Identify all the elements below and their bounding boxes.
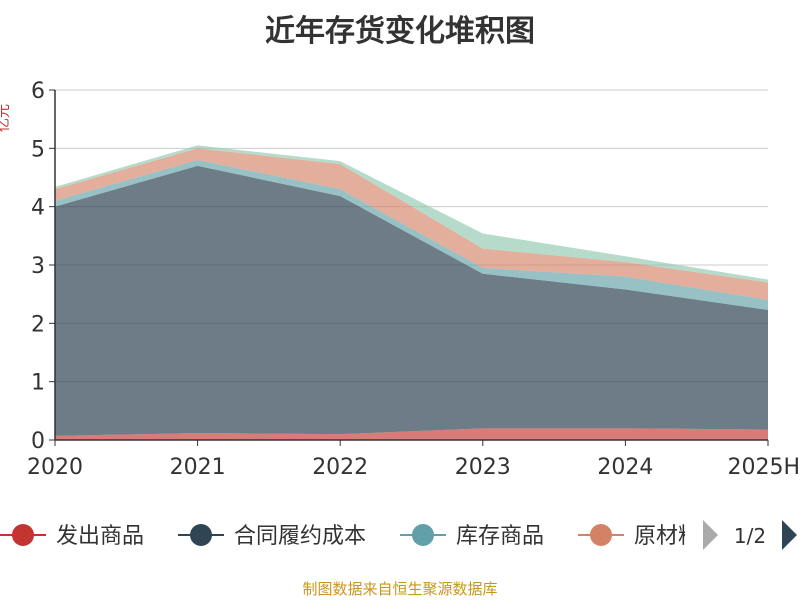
legend-page-indicator: 1/2: [734, 524, 766, 548]
x-tick-label: 2020: [27, 455, 83, 480]
legend-marker-icon: [590, 524, 612, 546]
next-page-icon[interactable]: [782, 520, 797, 550]
x-tick-label: 2024: [597, 455, 653, 480]
y-tick-label: 6: [31, 79, 45, 104]
legend-item[interactable]: 发出商品: [0, 524, 144, 549]
legend: 发出商品 合同履约成本 库存商品 原材料: [0, 524, 700, 549]
prev-page-icon[interactable]: [703, 520, 718, 550]
y-tick-label: 3: [31, 254, 45, 279]
x-tick-label: 2023: [455, 455, 511, 480]
legend-pager[interactable]: 1/2: [703, 520, 797, 550]
x-tick-label: 2022: [312, 455, 368, 480]
area-series-0: [55, 428, 768, 440]
area-series-2: [55, 160, 768, 310]
area-series-1: [55, 165, 768, 436]
y-axis-label: 亿元: [0, 104, 12, 132]
legend-marker-icon: [190, 524, 212, 546]
y-tick-label: 4: [31, 196, 45, 221]
legend-label: 合同履约成本: [234, 524, 366, 549]
stacked-areas: [54, 145, 769, 440]
area-series-3: [55, 148, 768, 300]
legend-item[interactable]: 合同履约成本: [178, 524, 366, 549]
legend-marker-icon: [12, 524, 34, 546]
legend-item[interactable]: 原材料: [578, 524, 700, 549]
source-note: 制图数据来自恒生聚源数据库: [302, 580, 498, 598]
y-tick-label: 5: [31, 137, 45, 162]
y-tick-label: 1: [31, 371, 45, 396]
legend-marker-icon: [412, 524, 434, 546]
y-tick-label: 2: [31, 312, 45, 337]
area-series-4: [55, 145, 768, 283]
legend-item[interactable]: 库存商品: [400, 524, 544, 549]
chart-title: 近年存货变化堆积图: [265, 14, 535, 49]
x-tick-label: 2021: [170, 455, 226, 480]
y-tick-label: 0: [31, 429, 45, 454]
x-tick-label: 2025H: [727, 455, 800, 480]
legend-label: 发出商品: [56, 524, 144, 549]
legend-label: 原材料: [634, 524, 700, 549]
legend-label: 库存商品: [456, 524, 544, 549]
axes: 0 1 2 3 4 5 6 2020 2021 2022 2023 2024 2025H: [27, 79, 800, 480]
